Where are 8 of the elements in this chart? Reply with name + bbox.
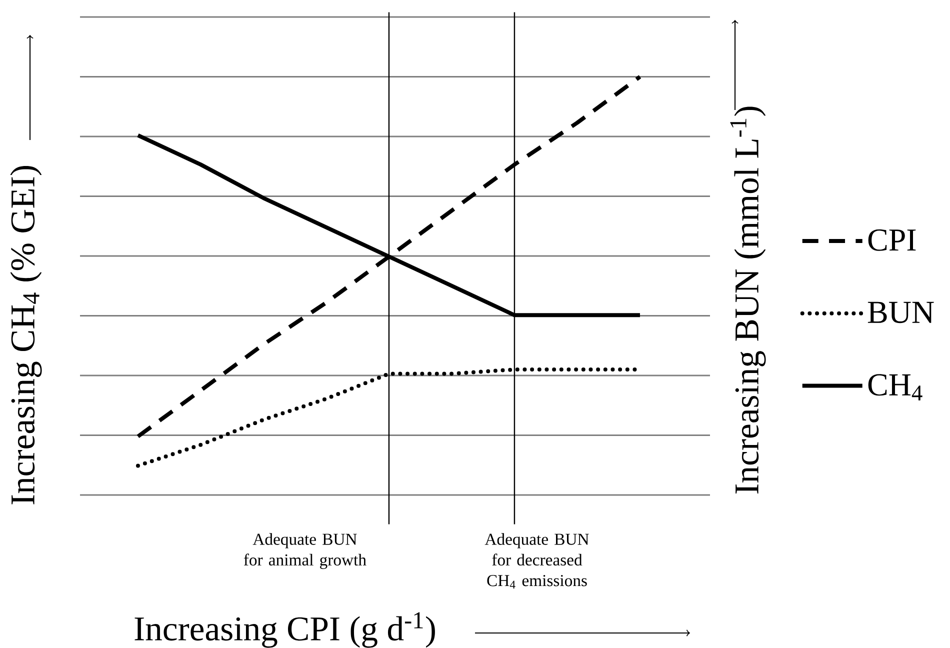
text: Adequate BUN for decreased CH$_{4}$ emissions bbox=[484, 533, 589, 588]
legend-label: BUN bbox=[868, 302, 934, 324]
text: Adequate BUN for animal growth bbox=[244, 533, 366, 569]
legend-label: CH$_{4}$ bbox=[868, 374, 922, 400]
y-axis-title: Increasing CH$_{4}$ (% GEI) bbox=[10, 166, 42, 504]
y2-axis-title: Increasing BUN (mmol L$^{-1}$) bbox=[730, 106, 766, 494]
legend-label: CPI bbox=[868, 229, 916, 251]
x-axis-title: Increasing CPI (g d$^{-1}$) bbox=[134, 612, 435, 648]
